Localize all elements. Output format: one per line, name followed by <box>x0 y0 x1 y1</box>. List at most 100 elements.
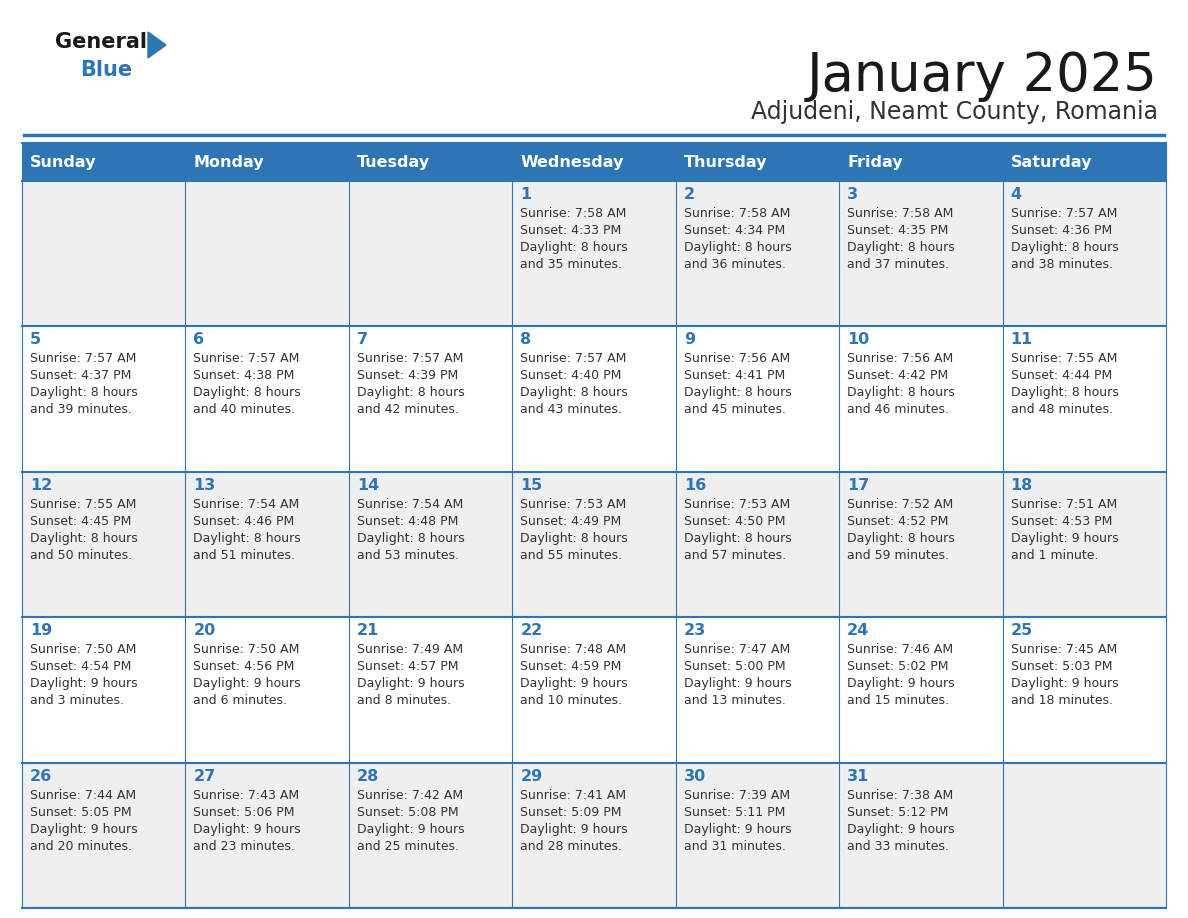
Text: and 33 minutes.: and 33 minutes. <box>847 840 949 853</box>
Text: Saturday: Saturday <box>1011 154 1092 170</box>
Text: Sunrise: 7:58 AM: Sunrise: 7:58 AM <box>684 207 790 220</box>
Bar <box>1003 181 1165 327</box>
Text: 7: 7 <box>356 332 368 347</box>
Text: and 39 minutes.: and 39 minutes. <box>30 403 132 417</box>
Text: 29: 29 <box>520 768 543 784</box>
Text: Sunrise: 7:57 AM: Sunrise: 7:57 AM <box>30 353 137 365</box>
Text: Sunset: 4:59 PM: Sunset: 4:59 PM <box>520 660 621 673</box>
Text: Sunrise: 7:53 AM: Sunrise: 7:53 AM <box>684 498 790 510</box>
Text: and 36 minutes.: and 36 minutes. <box>684 258 785 271</box>
Text: Sunset: 4:54 PM: Sunset: 4:54 PM <box>30 660 132 673</box>
Bar <box>839 143 1003 181</box>
Text: 12: 12 <box>30 477 52 493</box>
Text: Sunrise: 7:39 AM: Sunrise: 7:39 AM <box>684 789 790 801</box>
Text: 21: 21 <box>356 623 379 638</box>
Bar <box>349 143 512 181</box>
Text: Daylight: 8 hours: Daylight: 8 hours <box>1011 241 1118 254</box>
Text: 3: 3 <box>847 187 858 202</box>
Bar <box>1003 143 1165 181</box>
Text: Sunrise: 7:52 AM: Sunrise: 7:52 AM <box>847 498 954 510</box>
Text: and 42 minutes.: and 42 minutes. <box>356 403 459 417</box>
Text: Sunset: 4:42 PM: Sunset: 4:42 PM <box>847 369 948 383</box>
Text: 11: 11 <box>1011 332 1032 347</box>
Text: and 15 minutes.: and 15 minutes. <box>847 694 949 707</box>
Text: Adjudeni, Neamt County, Romania: Adjudeni, Neamt County, Romania <box>751 100 1158 124</box>
Text: Daylight: 9 hours: Daylight: 9 hours <box>30 677 138 690</box>
Text: 1: 1 <box>520 187 531 202</box>
Bar <box>1003 617 1165 763</box>
Text: Sunset: 5:00 PM: Sunset: 5:00 PM <box>684 660 785 673</box>
Text: Daylight: 9 hours: Daylight: 9 hours <box>684 677 791 690</box>
Text: 17: 17 <box>847 477 870 493</box>
Text: Daylight: 8 hours: Daylight: 8 hours <box>684 386 791 399</box>
Text: Sunrise: 7:57 AM: Sunrise: 7:57 AM <box>194 353 299 365</box>
Bar <box>23 472 185 617</box>
Text: Sunset: 4:38 PM: Sunset: 4:38 PM <box>194 369 295 383</box>
Text: and 37 minutes.: and 37 minutes. <box>847 258 949 271</box>
Text: Sunrise: 7:45 AM: Sunrise: 7:45 AM <box>1011 644 1117 656</box>
Text: Daylight: 8 hours: Daylight: 8 hours <box>30 532 138 544</box>
Bar <box>512 327 676 472</box>
Text: 25: 25 <box>1011 623 1032 638</box>
Bar <box>676 472 839 617</box>
Text: 6: 6 <box>194 332 204 347</box>
Bar <box>512 472 676 617</box>
Text: Sunset: 4:34 PM: Sunset: 4:34 PM <box>684 224 785 237</box>
Text: Sunset: 4:50 PM: Sunset: 4:50 PM <box>684 515 785 528</box>
Text: Daylight: 8 hours: Daylight: 8 hours <box>684 532 791 544</box>
Text: Sunset: 4:33 PM: Sunset: 4:33 PM <box>520 224 621 237</box>
Text: Sunrise: 7:56 AM: Sunrise: 7:56 AM <box>847 353 954 365</box>
Text: and 48 minutes.: and 48 minutes. <box>1011 403 1113 417</box>
Text: 28: 28 <box>356 768 379 784</box>
Text: Daylight: 9 hours: Daylight: 9 hours <box>847 677 955 690</box>
Text: Sunrise: 7:55 AM: Sunrise: 7:55 AM <box>30 498 137 510</box>
Bar <box>349 763 512 908</box>
Text: Daylight: 8 hours: Daylight: 8 hours <box>356 532 465 544</box>
Text: and 23 minutes.: and 23 minutes. <box>194 840 296 853</box>
Text: Sunset: 4:56 PM: Sunset: 4:56 PM <box>194 660 295 673</box>
Text: Wednesday: Wednesday <box>520 154 624 170</box>
Text: Daylight: 9 hours: Daylight: 9 hours <box>194 823 301 835</box>
Text: 27: 27 <box>194 768 216 784</box>
Text: and 38 minutes.: and 38 minutes. <box>1011 258 1113 271</box>
Text: Sunrise: 7:38 AM: Sunrise: 7:38 AM <box>847 789 954 801</box>
Text: 31: 31 <box>847 768 870 784</box>
Text: Sunset: 4:39 PM: Sunset: 4:39 PM <box>356 369 459 383</box>
Text: Daylight: 8 hours: Daylight: 8 hours <box>847 532 955 544</box>
Text: Sunrise: 7:44 AM: Sunrise: 7:44 AM <box>30 789 137 801</box>
Text: Friday: Friday <box>847 154 903 170</box>
Text: Daylight: 9 hours: Daylight: 9 hours <box>30 823 138 835</box>
Bar <box>185 763 349 908</box>
Bar <box>349 327 512 472</box>
Bar <box>185 143 349 181</box>
Text: Sunset: 4:49 PM: Sunset: 4:49 PM <box>520 515 621 528</box>
Bar <box>349 472 512 617</box>
Bar <box>839 763 1003 908</box>
Text: Sunrise: 7:42 AM: Sunrise: 7:42 AM <box>356 789 463 801</box>
Text: and 25 minutes.: and 25 minutes. <box>356 840 459 853</box>
Text: 8: 8 <box>520 332 531 347</box>
Text: Daylight: 8 hours: Daylight: 8 hours <box>847 241 955 254</box>
Text: Sunrise: 7:47 AM: Sunrise: 7:47 AM <box>684 644 790 656</box>
Bar <box>839 617 1003 763</box>
Text: and 6 minutes.: and 6 minutes. <box>194 694 287 707</box>
Text: Sunrise: 7:50 AM: Sunrise: 7:50 AM <box>30 644 137 656</box>
Text: January 2025: January 2025 <box>807 50 1158 102</box>
Text: and 18 minutes.: and 18 minutes. <box>1011 694 1113 707</box>
Text: Sunrise: 7:57 AM: Sunrise: 7:57 AM <box>520 353 626 365</box>
Bar <box>512 617 676 763</box>
Text: 14: 14 <box>356 477 379 493</box>
Text: Daylight: 9 hours: Daylight: 9 hours <box>356 823 465 835</box>
Text: 20: 20 <box>194 623 216 638</box>
Text: Sunset: 4:52 PM: Sunset: 4:52 PM <box>847 515 948 528</box>
Text: Sunrise: 7:53 AM: Sunrise: 7:53 AM <box>520 498 626 510</box>
Bar <box>676 763 839 908</box>
Text: Sunset: 5:09 PM: Sunset: 5:09 PM <box>520 806 621 819</box>
Text: Sunday: Sunday <box>30 154 96 170</box>
Text: Thursday: Thursday <box>684 154 767 170</box>
Bar <box>676 143 839 181</box>
Text: 24: 24 <box>847 623 870 638</box>
Text: 16: 16 <box>684 477 706 493</box>
Text: and 46 minutes.: and 46 minutes. <box>847 403 949 417</box>
Text: Sunrise: 7:41 AM: Sunrise: 7:41 AM <box>520 789 626 801</box>
